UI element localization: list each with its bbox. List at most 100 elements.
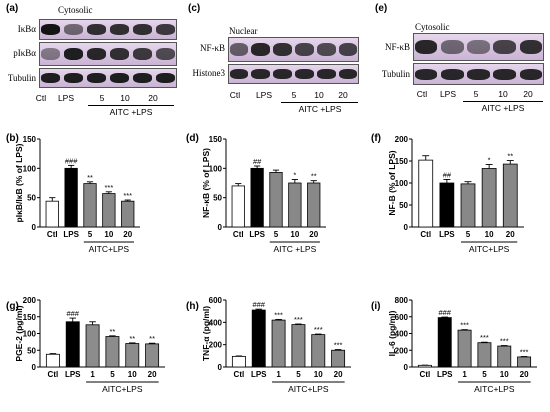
chart-d-category-label: 5 xyxy=(274,230,279,239)
panel-letter-g: (g) xyxy=(6,301,19,312)
blot-e-band xyxy=(493,68,516,80)
chart-i-sig-label: *** xyxy=(500,337,509,346)
chart-b-ytick-label: 100 xyxy=(23,164,37,173)
chart-g-ylabel: PGE-2 (pg/ml) xyxy=(14,305,24,361)
blot-c-band xyxy=(295,43,314,56)
chart-g-bar xyxy=(125,343,140,368)
blot-a-lane-20: 20 xyxy=(148,93,158,103)
chart-d-category-label: LPS xyxy=(249,230,265,239)
chart-f-bar xyxy=(502,163,518,228)
chart-b-category-label: 10 xyxy=(104,230,113,239)
blot-c-band xyxy=(316,43,336,56)
chart-b-ytick-label: 50 xyxy=(27,194,36,203)
blot-a-band xyxy=(86,73,107,83)
chart-b-bar xyxy=(83,183,97,228)
chart-f-bar xyxy=(418,159,434,228)
blot-a-band xyxy=(40,24,61,35)
blot-e-band xyxy=(519,68,543,80)
chart-g-category-label: 5 xyxy=(110,370,115,379)
chart-b-ylabel: pIκB/IκB (% of LPS) xyxy=(14,143,24,222)
chart-d-ytick-label: 0 xyxy=(218,223,223,232)
blot-e-lane-lps: LPS xyxy=(439,89,457,99)
chart-d-bar xyxy=(250,167,264,228)
chart-g-bar xyxy=(45,353,60,368)
chart-g-ytick-label: 150 xyxy=(23,313,37,322)
chart-b-category-label: 5 xyxy=(88,230,93,239)
chart-i-category-label: 5 xyxy=(482,370,487,379)
blot-c-band xyxy=(338,43,358,56)
chart-h-category-label: 5 xyxy=(296,370,301,379)
panel-letter-a: (a) xyxy=(6,3,19,14)
chart-i-ytick-label: 200 xyxy=(395,346,409,355)
blot-a-group-label: AITC +LPS xyxy=(109,107,153,117)
blot-c-band xyxy=(338,69,358,79)
chart-g-ytick-label: 200 xyxy=(23,296,37,305)
blot-a-band xyxy=(132,24,153,35)
blot-e-group-line xyxy=(463,101,543,102)
blot-a-row-label-1: IκBα xyxy=(17,24,36,34)
blot-c-strip-1 xyxy=(228,37,359,62)
chart-i-category-label: 1 xyxy=(462,370,467,379)
blot-e-title: Cytosolic xyxy=(415,22,450,32)
chart-d-ytick-label: 100 xyxy=(209,164,223,173)
chart-g-category-label: LPS xyxy=(65,370,81,379)
chart-g-group-label: AITC+LPS xyxy=(102,384,143,394)
chart-g-category-label: Ctl xyxy=(48,370,59,379)
chart-d-category-label: Ctl xyxy=(233,230,244,239)
chart-b-sig-label: *** xyxy=(104,183,113,192)
chart-g-bar xyxy=(85,324,100,368)
chart-g-ytick-label: 50 xyxy=(27,346,36,355)
chart-i-category-label: 20 xyxy=(520,370,529,379)
chart-h-sig-label: *** xyxy=(314,325,323,334)
chart-d-sig-label: ## xyxy=(253,157,262,166)
chart-i-sig-label: *** xyxy=(480,333,489,342)
chart-i-bar xyxy=(417,364,432,368)
chart-i-bar xyxy=(437,317,452,368)
blot-c-lane-20: 20 xyxy=(338,90,348,100)
blot-a-band xyxy=(155,48,176,60)
chart-h-ytick-label: 600 xyxy=(209,296,223,305)
chart-h-sig-label: *** xyxy=(294,315,303,324)
blot-c-title: Nuclear xyxy=(229,26,258,36)
chart-g-bar xyxy=(65,321,80,368)
blot-c-row-label-1: NF-κB xyxy=(199,43,225,53)
chart-b-sig-label: ** xyxy=(87,173,93,182)
chart-i-bar xyxy=(517,356,532,368)
chart-b-group-label: AITC+LPS xyxy=(89,244,130,254)
blot-a-band xyxy=(109,73,130,83)
blot-e-lane-ctl: Ctl xyxy=(416,89,428,99)
chart-f-bar xyxy=(460,183,476,228)
chart-g-sig-label: ** xyxy=(109,327,115,336)
blot-c-band xyxy=(273,43,292,56)
chart-g-bar xyxy=(145,343,160,368)
chart-d-ylabel: NF-κB (% of LPS) xyxy=(201,148,211,218)
blot-e-row-label-1: NF-κB xyxy=(384,42,410,52)
blot-e-lane-20: 20 xyxy=(523,89,533,99)
chart-g-category-label: 1 xyxy=(90,370,95,379)
panel-letter-i: (i) xyxy=(371,301,380,312)
blot-a-lane-10: 10 xyxy=(120,93,130,103)
blot-a-band xyxy=(109,24,130,35)
chart-i-ylabel: IL-6 (pg/ml) xyxy=(387,310,397,356)
chart-f-category-label: Ctl xyxy=(420,230,431,239)
blot-c-row-label-2: Histone3 xyxy=(192,68,226,78)
chart-b-bar xyxy=(64,167,78,228)
chart-f-group-label: AITC+LPS xyxy=(469,244,510,254)
chart-h-bar xyxy=(291,324,306,368)
blot-e-band xyxy=(493,40,516,54)
blot-c-lane-5: 5 xyxy=(291,90,297,100)
chart-g-sig-label: ** xyxy=(129,334,135,343)
chart-b-ytick-label: 150 xyxy=(23,135,37,144)
blot-a-band xyxy=(155,73,176,83)
chart-d-group-label: AITC +LPS xyxy=(273,244,316,254)
chart-h-bar xyxy=(231,355,246,368)
chart-i-category-label: 10 xyxy=(500,370,509,379)
chart-h-bar xyxy=(311,334,326,368)
blot-a-band xyxy=(109,48,130,60)
chart-h-sig-label: ### xyxy=(252,300,265,309)
blot-e-band xyxy=(414,40,438,54)
blot-a-lane-lps: LPS xyxy=(57,93,75,103)
chart-h-sig-label: *** xyxy=(334,341,343,350)
chart-h-bar xyxy=(331,349,346,368)
chart-b-bar xyxy=(102,193,116,228)
